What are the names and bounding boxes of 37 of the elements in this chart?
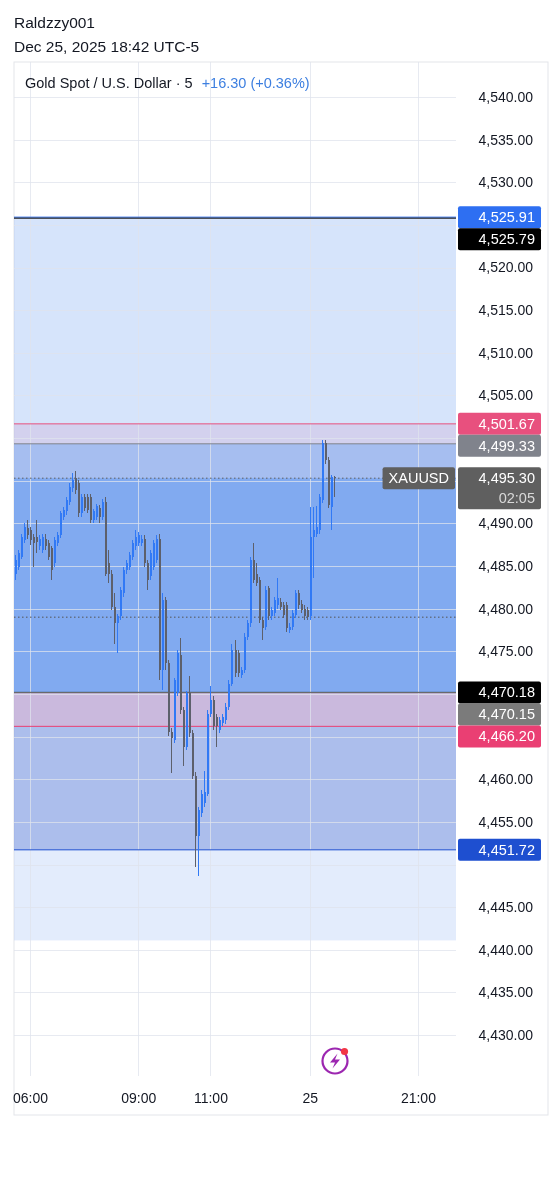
text: +16.30 (+0.36%) [201,75,310,91]
ref-line-label: 4,495.30 [478,470,535,487]
x-tick-label: 21:00 [400,1090,437,1106]
ref-line-label: 4,470.18 [478,684,535,701]
x-tick-label: 06:00 [13,1090,49,1106]
ref-line-label: 4,451.72 [478,841,535,858]
y-tick-label: 4,440.00 [478,941,534,958]
text: 02:05 [498,490,535,507]
y-tick-label: 4,430.00 [478,1026,534,1043]
y-tick-label: 4,455.00 [478,813,534,830]
annotation: XAUUSD [388,470,449,487]
text: Dec 25, 2025 18:42 UTC-5 [14,38,200,55]
y-tick-label: 4,515.00 [478,302,534,319]
x-tick-label: 25 [302,1090,319,1106]
y-tick-label: 4,520.00 [478,259,534,276]
text: Gold Spot / U.S. Dollar · 5 [25,75,193,91]
y-tick-label: 4,475.00 [478,643,534,660]
y-tick-label: 4,435.00 [478,984,534,1001]
y-tick-label: 4,480.00 [478,600,534,617]
y-tick-label: 4,445.00 [478,899,534,916]
y-tick-label: 4,485.00 [478,557,534,574]
ref-line-label: 4,525.79 [478,231,535,248]
ref-line-label: 4,501.67 [478,415,535,432]
ref-line-label: 4,470.15 [478,706,535,723]
ref-line-label: 4,499.33 [478,437,535,454]
y-tick-label: 4,535.00 [478,131,534,148]
x-tick-label: 11:00 [193,1090,229,1106]
y-tick-label: 4,460.00 [478,771,534,788]
y-tick-label: 4,510.00 [478,344,534,361]
x-tick-label: 09:00 [121,1090,157,1106]
ref-line-label: 4,466.20 [478,728,535,745]
y-tick-label: 4,490.00 [478,515,534,532]
y-tick-label: 4,505.00 [478,387,534,404]
ref-line-label: 4,525.91 [478,209,535,226]
y-tick-label: 4,540.00 [478,88,534,105]
y-tick-label: 4,530.00 [478,174,534,191]
text: Raldzzy001 [14,14,95,31]
